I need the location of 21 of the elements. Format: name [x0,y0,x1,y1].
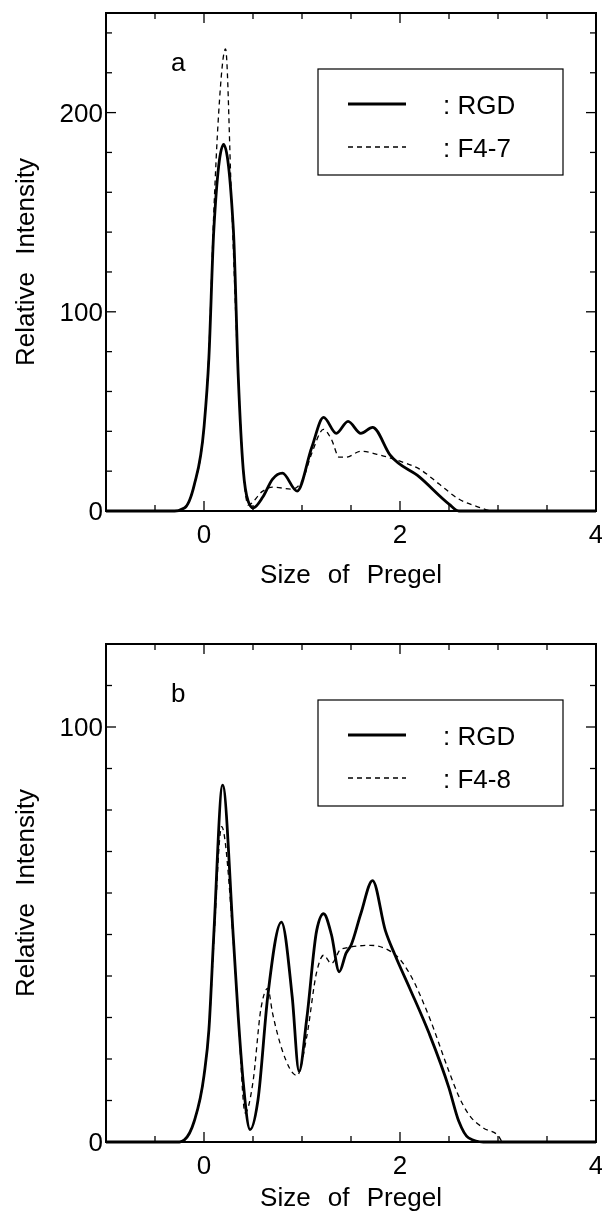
x-axis-title: Size of Pregel [260,559,442,589]
legend-label: : F4-8 [443,764,511,794]
y-axis-title: Relative Intensity [10,158,40,366]
x-tick-label: 2 [392,519,408,549]
y-tick-label: 200 [59,97,103,128]
legend-label: : F4-7 [443,133,511,163]
x-tick-label: 0 [196,1150,212,1180]
x-tick-label: 4 [588,1150,602,1180]
y-tick-label: 0 [88,1127,103,1157]
y-axis-title: Relative Intensity [10,789,40,997]
y-tick-label: 100 [59,712,103,742]
y-tick-label: 100 [59,296,103,327]
x-tick-label: 0 [196,519,212,549]
annotation: b [171,678,186,708]
legend-label: : RGD [443,721,516,751]
x-tick-label: 4 [588,519,602,549]
y-tick-label: 0 [88,496,103,526]
x-tick-label: 2 [392,1150,408,1180]
annotation: a [171,47,186,77]
x-axis-title: Size of Pregel [260,1182,442,1212]
legend-label: : RGD [443,90,516,120]
